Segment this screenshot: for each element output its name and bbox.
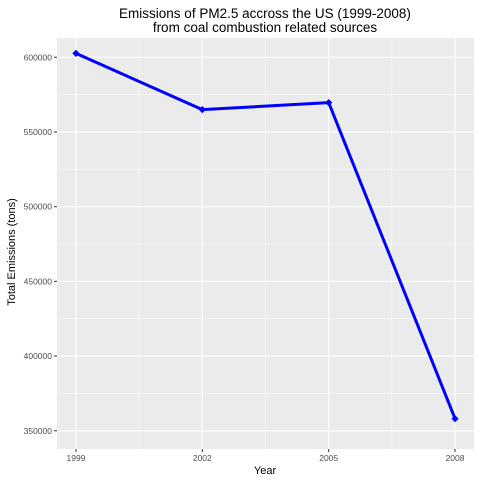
y-tick-label: 450000 [24,276,53,286]
data-point [72,49,80,57]
y-tick-label: 350000 [24,426,53,436]
series-layer [72,49,459,423]
y-axis: 350000 400000 450000 500000 550000 600000 [24,52,57,436]
y-tick-label: 600000 [24,52,53,62]
minor-grid [57,38,474,449]
x-tick-label: 1999 [66,453,85,463]
x-axis: 1999 2002 2005 2008 [66,449,465,463]
data-point [198,106,206,114]
x-axis-title: Year [254,465,277,477]
data-point [325,99,333,107]
chart-title-line-2: from coal combustion related sources [153,20,378,35]
x-tick-label: 2005 [319,453,338,463]
y-tick-label: 550000 [24,127,53,137]
x-tick-label: 2008 [446,453,465,463]
y-axis-title: Total Emissions (tons) [6,198,18,306]
series-line [74,51,457,421]
x-tick-label: 2002 [193,453,212,463]
y-tick-label: 400000 [24,351,53,361]
chart-title-line-1: Emissions of PM2.5 accross the US (1999-… [119,6,411,21]
data-point [451,415,459,423]
y-tick-label: 500000 [24,202,53,212]
